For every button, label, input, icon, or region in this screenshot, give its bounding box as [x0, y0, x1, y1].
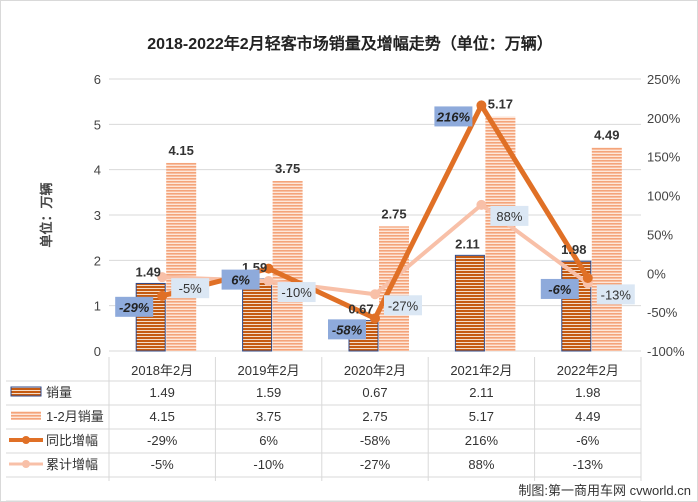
line-label-box [328, 319, 366, 340]
legend-swatch [11, 411, 41, 420]
line-label: -29% [119, 300, 150, 315]
table-cell: 4.49 [575, 409, 600, 424]
legend-label: 销量 [46, 385, 72, 400]
line-label: -13% [601, 287, 632, 302]
table-cell: 2.75 [362, 409, 387, 424]
line-label-box [540, 278, 579, 299]
y-tick-label: 4 [94, 163, 101, 178]
y-tick-label: 3 [94, 208, 101, 223]
x-tick-label: 2018年2月 [131, 363, 193, 378]
table-cell: -27% [360, 457, 391, 472]
y-axis-label: 单位：万辆 [39, 182, 54, 247]
y2-tick-label: -100% [647, 344, 685, 359]
table-cell: 88% [468, 457, 494, 472]
line-point [476, 199, 487, 210]
legend-label: 同比增幅 [46, 433, 98, 448]
line-label: 216% [436, 109, 471, 124]
table-cell: 1.49 [150, 385, 175, 400]
x-tick-label: 2021年2月 [450, 363, 512, 378]
line-label: -27% [388, 298, 419, 313]
bar-sales-label: 0.67 [348, 302, 373, 317]
line-label-box [115, 296, 154, 317]
y2-tick-label: 50% [647, 227, 673, 242]
table-cell: -13% [573, 457, 604, 472]
y-tick-label: 0 [94, 344, 101, 359]
table-cell: 1.98 [575, 385, 600, 400]
line-point [157, 290, 168, 301]
x-tick-label: 2020年2月 [344, 363, 406, 378]
y2-tick-label: 100% [647, 189, 681, 204]
chart-title: 2018-2022年2月轻客市场销量及增幅走势（单位：万辆） [147, 34, 552, 53]
line-label-box [277, 282, 316, 303]
bar-cumulative-label: 4.49 [594, 127, 619, 142]
line-label-box [490, 205, 529, 226]
table-cell: 3.75 [256, 409, 281, 424]
bar-cumulative-label: 2.75 [381, 206, 406, 221]
line-label: -58% [332, 322, 363, 337]
bar-cumulative-sales [591, 147, 622, 351]
line-label: -5% [179, 281, 203, 296]
source-credit: 制图:第一商用车网 cvworld.cn [518, 483, 691, 498]
line-label-box [221, 269, 260, 290]
line-label: 6% [231, 273, 250, 288]
legend-label: 1-2月销量 [46, 409, 104, 424]
line-point [263, 263, 274, 274]
y-tick-label: 6 [94, 72, 101, 87]
y2-tick-label: 150% [647, 150, 681, 165]
legend-swatch [22, 436, 30, 444]
line-label-box [171, 278, 210, 299]
line-label: -6% [548, 282, 572, 297]
line-point [157, 272, 168, 283]
table-cell: 216% [465, 433, 499, 448]
y2-tick-label: 250% [647, 72, 681, 87]
line-label: 88% [496, 209, 522, 224]
table-cell: -29% [147, 433, 178, 448]
bar-cumulative-label: 4.15 [169, 143, 194, 158]
bar-cumulative-sales [272, 181, 303, 351]
bar-cumulative-sales [166, 162, 197, 351]
y-tick-label: 5 [94, 117, 101, 132]
y2-tick-label: -50% [647, 305, 678, 320]
line-point [263, 276, 274, 287]
bar-sales-label: 1.49 [136, 264, 161, 279]
y2-tick-label: 0% [647, 266, 666, 281]
table-cell: -10% [253, 457, 284, 472]
line-point [476, 100, 487, 111]
table-cell: 6% [259, 433, 278, 448]
table-cell: -58% [360, 433, 391, 448]
table-cell: 0.67 [362, 385, 387, 400]
bar-cumulative-label: 5.17 [488, 97, 513, 112]
table-cell: -6% [576, 433, 600, 448]
legend-label: 累计增幅 [46, 457, 98, 472]
x-tick-label: 2022年2月 [557, 363, 619, 378]
line-point [370, 289, 380, 300]
table-cell: 4.15 [150, 409, 175, 424]
table-cell: -5% [151, 457, 175, 472]
bar-sales [454, 254, 485, 352]
line-label-box [434, 106, 473, 127]
line-label: -10% [281, 285, 312, 300]
line-point [582, 272, 593, 283]
bar-sales-label: 1.98 [561, 242, 586, 257]
legend-swatch [10, 386, 42, 397]
line-label-box [596, 284, 635, 305]
y2-tick-label: 200% [647, 111, 681, 126]
legend-swatch [22, 460, 30, 468]
x-tick-label: 2019年2月 [238, 363, 300, 378]
y-tick-label: 1 [94, 299, 101, 314]
table-cell: 1.59 [256, 385, 281, 400]
table-cell: 5.17 [469, 409, 494, 424]
line-point [370, 313, 380, 324]
table-cell: 2.11 [469, 385, 493, 400]
line-label-box [384, 295, 422, 316]
bar-cumulative-label: 3.75 [275, 161, 300, 176]
y-tick-label: 2 [94, 253, 101, 268]
bar-sales-label: 2.11 [455, 236, 480, 251]
bar-sales [242, 278, 273, 352]
